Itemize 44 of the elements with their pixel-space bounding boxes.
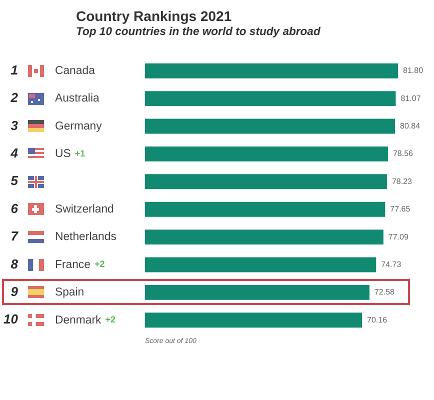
y-tick-label: Switzerland [55, 203, 114, 216]
chart-title: Country Rankings 2021 [76, 8, 232, 24]
bar [145, 230, 384, 245]
text: 4 [10, 146, 19, 161]
data-label: 74.73 [381, 260, 402, 269]
text: 1 [10, 62, 18, 78]
text: 9 [10, 284, 19, 300]
data-label: 70.16 [367, 315, 388, 324]
text: +2 [94, 259, 105, 270]
text: +1 [74, 148, 86, 158]
y-tick-label: Germany [55, 120, 102, 132]
bar [145, 91, 396, 106]
y-tick-label: France [55, 258, 90, 271]
data-label: 77.09 [388, 232, 410, 242]
bar [145, 202, 386, 217]
data-label: 81.80 [403, 66, 424, 76]
chart-subtitle: Top 10 countries in the world to study abroad [76, 26, 320, 39]
data-label: 81.07 [400, 94, 422, 103]
bar [145, 312, 362, 328]
data-label: 78.23 [392, 176, 413, 186]
text: 3 [10, 118, 19, 133]
text: 2 [10, 90, 19, 106]
data-label: 78.56 [392, 149, 414, 158]
data-label: 72.58 [374, 288, 396, 297]
bar [145, 118, 396, 134]
bar [145, 63, 398, 78]
y-tick-label: Canada [55, 64, 96, 77]
y-tick-label: Australia [55, 92, 100, 105]
text: 6 [10, 200, 19, 216]
text: +2 [105, 314, 116, 325]
y-tick-label: Spain [55, 286, 84, 299]
y-tick-label: Denmark [55, 314, 102, 326]
text: 7 [10, 228, 19, 244]
text: 10 [4, 312, 19, 327]
data-label: 77.65 [390, 204, 411, 214]
bar [145, 284, 370, 300]
data-label: 80.84 [400, 121, 421, 130]
bar [145, 146, 388, 162]
bar [145, 257, 376, 272]
text: 5 [10, 173, 19, 188]
text: 8 [10, 256, 19, 272]
y-tick-label: US [55, 148, 72, 160]
y-tick-label: Netherlands [55, 231, 117, 244]
bar [145, 174, 387, 190]
